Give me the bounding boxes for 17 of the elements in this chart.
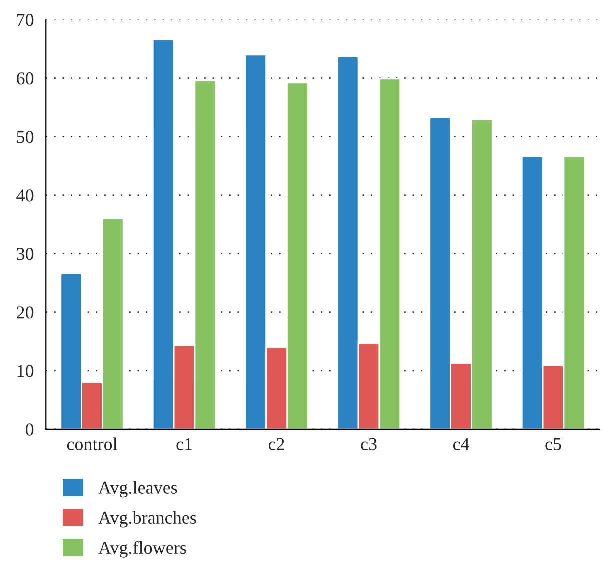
legend-label: Avg.flowers	[98, 541, 186, 558]
y-tick-label: 60	[17, 72, 34, 85]
legend-label: Avg.leaves	[98, 481, 178, 498]
x-tick-label: c3	[361, 438, 377, 450]
legend-label: Avg.branches	[98, 511, 196, 528]
y-tick-label: 10	[18, 365, 34, 378]
y-tick-label: 40	[16, 190, 34, 202]
x-tick-label: c4	[453, 438, 470, 450]
y-tick-label: 0	[26, 424, 34, 436]
y-tick-label: 50	[17, 131, 34, 144]
x-tick-label: c2	[268, 438, 284, 450]
y-tick-label: 20	[17, 306, 34, 319]
x-tick-label: c1	[176, 438, 192, 450]
y-tick-label: 70	[17, 14, 34, 26]
x-tick-label: control	[67, 438, 118, 450]
x-tick-label: c5	[546, 438, 562, 450]
y-tick-label: 30	[17, 248, 34, 260]
